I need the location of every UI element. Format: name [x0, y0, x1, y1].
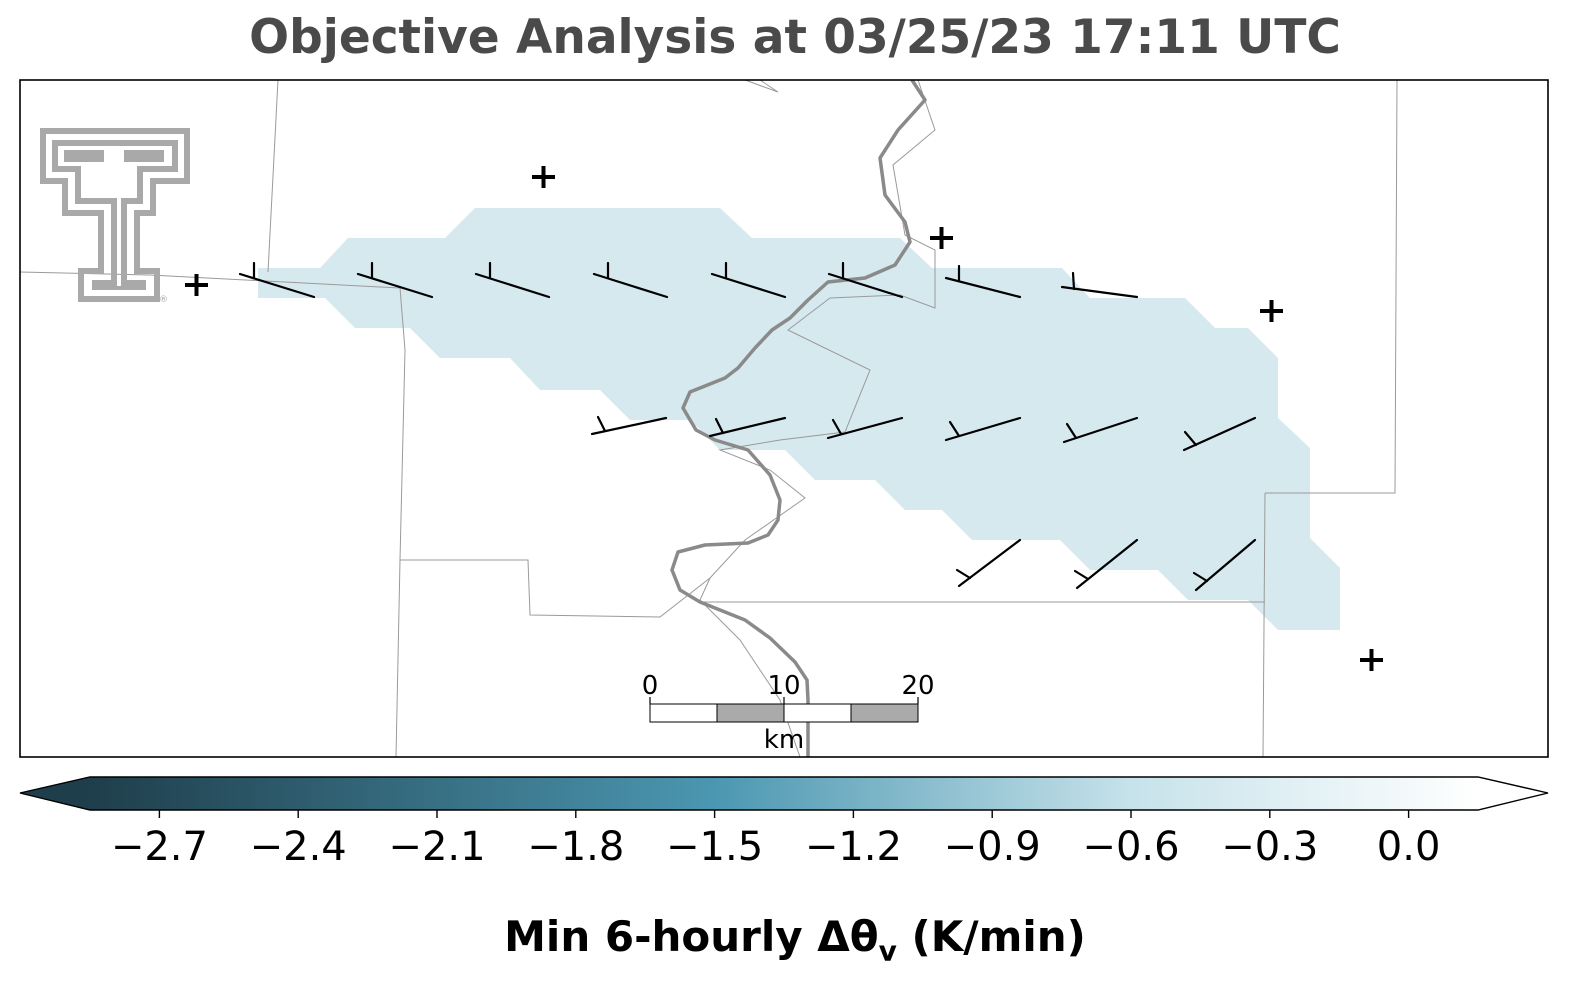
colorbar-max-extension [1478, 777, 1548, 810]
colorbar-label: Min 6-hourly Δθv (K/min) [0, 912, 1590, 967]
colorbar-tick-label: −2.7 [111, 824, 208, 870]
wind-barb [1062, 416, 1139, 444]
station-marker [1260, 300, 1283, 322]
colorbar-gradient [90, 777, 1478, 810]
scale-label-10: 10 [767, 671, 800, 701]
shaded-analysis-region [258, 208, 1340, 630]
wind-barb [1060, 271, 1139, 299]
wind-barb [944, 264, 1022, 299]
map-frame [19, 79, 1549, 758]
station-marker [1360, 649, 1383, 671]
colorbar-tick-label: −2.4 [250, 824, 347, 870]
wind-barb [590, 415, 668, 436]
wind-barb [1073, 538, 1139, 590]
colorbar-min-extension [20, 777, 90, 810]
scale-label-0: 0 [642, 671, 659, 701]
wind-barb [827, 261, 904, 299]
station-marker [185, 274, 208, 296]
wind-barb [592, 261, 669, 299]
wind-barb [944, 416, 1022, 442]
river [670, 79, 927, 757]
wind-barb [955, 538, 1022, 588]
station-marker [930, 227, 953, 249]
colorbar-outline [19, 776, 1549, 811]
wind-barb [710, 261, 787, 299]
colorbar-tick-label: −1.8 [527, 824, 624, 870]
logo-registered-mark: ® [159, 295, 168, 305]
wind-barb [826, 416, 904, 440]
scale-unit-label: km [764, 725, 804, 755]
wind-barb [708, 416, 787, 438]
scale-bar: 0 10 20 km [642, 671, 935, 755]
wind-barb [1182, 416, 1257, 452]
colorbar-tick-label: −2.1 [388, 824, 485, 870]
scale-label-20: 20 [901, 671, 934, 701]
texas-tech-double-t-logo: ® [40, 128, 190, 305]
colorbar-tick-label: −1.2 [805, 824, 902, 870]
colorbar-tick-label: −1.5 [666, 824, 763, 870]
colorbar-label-unit: (K/min) [896, 912, 1086, 961]
county-lines [19, 79, 1398, 758]
wind-barb [474, 261, 551, 299]
colorbar-label-subscript: v [878, 934, 897, 968]
station-marker [532, 166, 555, 188]
colorbar-tick-label: −0.3 [1221, 824, 1318, 870]
wind-barb [356, 261, 434, 299]
colorbar-ticks: −2.7 −2.4 −2.1 −1.8 −1.5 −1.2 −0.9 −0.6 −0.3 0.0 [111, 810, 1441, 870]
map-title: Objective Analysis at 03/25/23 17:11 UTC [249, 10, 1341, 65]
station-markers [185, 166, 1383, 671]
colorbar-tick-label: −0.9 [944, 824, 1041, 870]
wind-barbs [238, 261, 1257, 592]
colorbar-tick-label: −0.6 [1082, 824, 1179, 870]
colorbar-tick-label: 0.0 [1377, 824, 1441, 870]
colorbar-label-main: Min 6-hourly Δθ [504, 912, 879, 961]
wind-barb [1192, 538, 1257, 592]
wind-barb [238, 261, 316, 299]
